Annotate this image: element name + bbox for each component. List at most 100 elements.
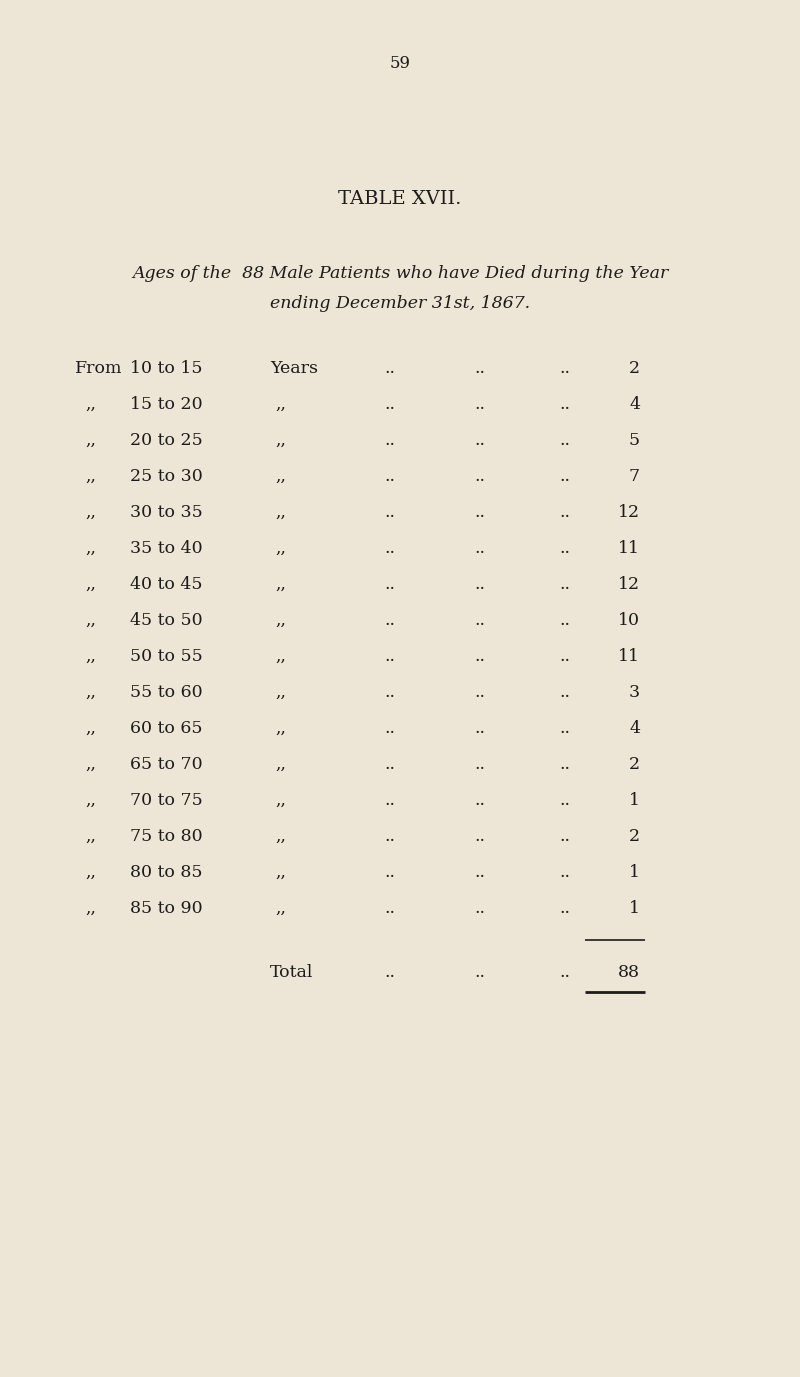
- Text: ,,: ,,: [275, 828, 286, 845]
- Text: ..: ..: [385, 432, 395, 449]
- Text: ..: ..: [474, 504, 486, 521]
- Text: ..: ..: [474, 432, 486, 449]
- Text: ..: ..: [474, 964, 486, 980]
- Text: ,,: ,,: [85, 828, 96, 845]
- Text: 80 to 85: 80 to 85: [130, 863, 202, 881]
- Text: 40 to 45: 40 to 45: [130, 576, 202, 593]
- Text: ,,: ,,: [85, 792, 96, 810]
- Text: ..: ..: [474, 684, 486, 701]
- Text: ..: ..: [385, 649, 395, 665]
- Text: ,,: ,,: [275, 792, 286, 810]
- Text: ,,: ,,: [275, 432, 286, 449]
- Text: ..: ..: [559, 397, 570, 413]
- Text: ..: ..: [474, 397, 486, 413]
- Text: ..: ..: [385, 576, 395, 593]
- Text: ..: ..: [474, 901, 486, 917]
- Text: ..: ..: [559, 540, 570, 558]
- Text: ..: ..: [385, 792, 395, 810]
- Text: ..: ..: [559, 756, 570, 772]
- Text: ,,: ,,: [85, 684, 96, 701]
- Text: 1: 1: [629, 863, 640, 881]
- Text: 7: 7: [629, 468, 640, 485]
- Text: ..: ..: [474, 611, 486, 629]
- Text: ..: ..: [559, 359, 570, 377]
- Text: 2: 2: [629, 359, 640, 377]
- Text: 88: 88: [618, 964, 640, 980]
- Text: 2: 2: [629, 828, 640, 845]
- Text: ,,: ,,: [275, 720, 286, 737]
- Text: ..: ..: [385, 540, 395, 558]
- Text: 11: 11: [618, 649, 640, 665]
- Text: ..: ..: [385, 756, 395, 772]
- Text: ..: ..: [474, 720, 486, 737]
- Text: Ages of the  88 Male Patients who have Died during the Year: Ages of the 88 Male Patients who have Di…: [132, 264, 668, 282]
- Text: 35 to 40: 35 to 40: [130, 540, 202, 558]
- Text: 70 to 75: 70 to 75: [130, 792, 202, 810]
- Text: 2: 2: [629, 756, 640, 772]
- Text: ..: ..: [385, 611, 395, 629]
- Text: ..: ..: [559, 828, 570, 845]
- Text: ,,: ,,: [275, 397, 286, 413]
- Text: ..: ..: [559, 432, 570, 449]
- Text: ,,: ,,: [275, 649, 286, 665]
- Text: ..: ..: [474, 576, 486, 593]
- Text: ..: ..: [559, 964, 570, 980]
- Text: ..: ..: [559, 504, 570, 521]
- Text: 65 to 70: 65 to 70: [130, 756, 202, 772]
- Text: ,,: ,,: [85, 649, 96, 665]
- Text: TABLE XVII.: TABLE XVII.: [338, 190, 462, 208]
- Text: 50 to 55: 50 to 55: [130, 649, 202, 665]
- Text: ending December 31st, 1867.: ending December 31st, 1867.: [270, 295, 530, 313]
- Text: ,,: ,,: [85, 397, 96, 413]
- Text: Total: Total: [270, 964, 314, 980]
- Text: ,,: ,,: [85, 576, 96, 593]
- Text: ..: ..: [559, 576, 570, 593]
- Text: ,,: ,,: [85, 901, 96, 917]
- Text: ..: ..: [559, 792, 570, 810]
- Text: ..: ..: [474, 468, 486, 485]
- Text: 30 to 35: 30 to 35: [130, 504, 202, 521]
- Text: ,,: ,,: [275, 611, 286, 629]
- Text: 12: 12: [618, 504, 640, 521]
- Text: ..: ..: [385, 828, 395, 845]
- Text: ..: ..: [385, 964, 395, 980]
- Text: ..: ..: [385, 504, 395, 521]
- Text: ..: ..: [559, 611, 570, 629]
- Text: ,,: ,,: [275, 863, 286, 881]
- Text: Years: Years: [270, 359, 318, 377]
- Text: ..: ..: [385, 397, 395, 413]
- Text: 10: 10: [618, 611, 640, 629]
- Text: ,,: ,,: [275, 468, 286, 485]
- Text: 60 to 65: 60 to 65: [130, 720, 202, 737]
- Text: 85 to 90: 85 to 90: [130, 901, 202, 917]
- Text: ..: ..: [474, 359, 486, 377]
- Text: 12: 12: [618, 576, 640, 593]
- Text: ,,: ,,: [85, 468, 96, 485]
- Text: ,,: ,,: [275, 756, 286, 772]
- Text: ,,: ,,: [85, 720, 96, 737]
- Text: ..: ..: [385, 720, 395, 737]
- Text: 10 to 15: 10 to 15: [130, 359, 202, 377]
- Text: ,,: ,,: [275, 684, 286, 701]
- Text: ..: ..: [385, 359, 395, 377]
- Text: 3: 3: [629, 684, 640, 701]
- Text: 55 to 60: 55 to 60: [130, 684, 202, 701]
- Text: ..: ..: [385, 684, 395, 701]
- Text: ..: ..: [559, 720, 570, 737]
- Text: ,,: ,,: [85, 611, 96, 629]
- Text: ..: ..: [474, 792, 486, 810]
- Text: ..: ..: [559, 468, 570, 485]
- Text: ..: ..: [474, 649, 486, 665]
- Text: 4: 4: [629, 720, 640, 737]
- Text: ,,: ,,: [275, 901, 286, 917]
- Text: ..: ..: [385, 863, 395, 881]
- Text: From: From: [75, 359, 122, 377]
- Text: 11: 11: [618, 540, 640, 558]
- Text: ,,: ,,: [275, 540, 286, 558]
- Text: ..: ..: [559, 684, 570, 701]
- Text: ,,: ,,: [85, 504, 96, 521]
- Text: 59: 59: [390, 55, 410, 72]
- Text: 15 to 20: 15 to 20: [130, 397, 202, 413]
- Text: ,,: ,,: [85, 432, 96, 449]
- Text: ..: ..: [474, 756, 486, 772]
